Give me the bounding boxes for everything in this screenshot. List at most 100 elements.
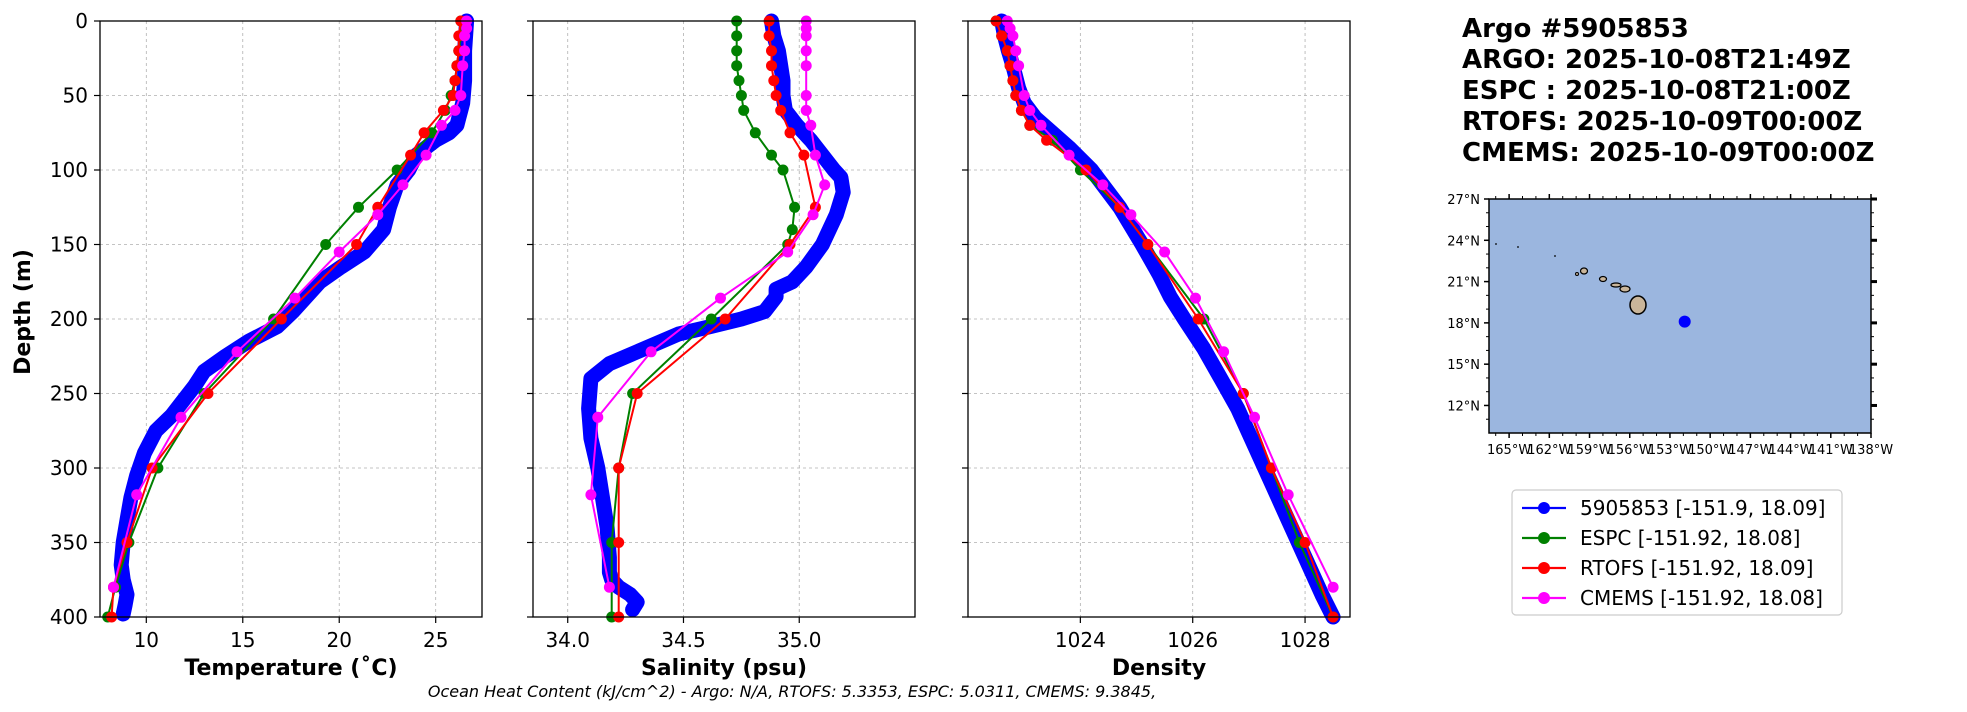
- island-necker: [1517, 246, 1519, 248]
- series-point-rtofs: [1024, 119, 1036, 131]
- x-tick-label: 25: [423, 628, 448, 652]
- series-point-cmems: [805, 119, 817, 131]
- series-point-cmems: [1063, 149, 1075, 161]
- series-point-rtofs: [613, 537, 625, 548]
- map-lon-tick-label: 138°W: [1849, 443, 1893, 458]
- series-point-cmems: [1327, 581, 1339, 593]
- map-lon-tick-label: 153°W: [1648, 443, 1692, 458]
- legend: 5905853 [-151.9, 18.09] ESPC [-151.92, 18…: [1511, 489, 1843, 616]
- map-lon-tick-label: 159°W: [1567, 443, 1611, 458]
- series-point-espc: [766, 149, 777, 161]
- series-point-rtofs: [275, 313, 287, 325]
- series-point-rtofs: [1001, 45, 1013, 57]
- map-lon-tick-label: 147°W: [1728, 443, 1772, 458]
- island-niihau: [1575, 272, 1579, 276]
- series-point-cmems: [397, 179, 409, 191]
- series-point-rtofs: [996, 30, 1008, 42]
- series-point-cmems: [436, 119, 447, 131]
- series-point-rtofs: [447, 90, 459, 101]
- series-point-cmems: [800, 45, 812, 57]
- series-point-rtofs: [449, 75, 461, 87]
- y-tick-label: 100: [50, 158, 88, 182]
- map-lat-tick-label: 21°N: [1447, 276, 1480, 291]
- series-point-rtofs: [1041, 134, 1053, 146]
- x-tick-label: 1026: [1167, 628, 1218, 652]
- series-point-cmems: [231, 346, 243, 358]
- series-point-rtofs: [719, 313, 731, 325]
- series-point-espc: [731, 45, 743, 57]
- series-point-cmems: [1097, 179, 1109, 191]
- y-tick-label: 50: [63, 84, 88, 108]
- series-point-cmems: [1218, 346, 1230, 358]
- series-point-rtofs: [631, 388, 643, 399]
- island-gardner: [1495, 243, 1497, 245]
- temperature-panel: 10 15 20 25050100150200250300350400Temperat…: [50, 9, 483, 681]
- series-point-cmems: [420, 149, 432, 161]
- legend-marker-rtofs: [1538, 562, 1550, 574]
- series-point-cmems: [1249, 411, 1260, 423]
- series-point-cmems: [289, 292, 301, 304]
- series-point-rtofs: [766, 60, 777, 72]
- series-point-rtofs: [1004, 60, 1016, 72]
- series-point-cmems: [1018, 90, 1030, 101]
- series-point-cmems: [1159, 246, 1171, 258]
- x-tick-label: 10: [134, 628, 159, 652]
- density-panel: 1024 1026 1028 Density: [962, 13, 1351, 681]
- series-line-argo: [113, 13, 475, 622]
- legend-label-cmems: CMEMS [-151.92, 18.08]: [1580, 586, 1823, 610]
- island-hawaii: [1629, 295, 1647, 315]
- series-line-rtofs: [617, 21, 817, 617]
- series-point-rtofs: [766, 45, 777, 57]
- series-point-rtofs: [770, 90, 782, 101]
- series-point-cmems: [175, 411, 187, 423]
- series-point-cmems: [715, 292, 726, 304]
- x-tick-label: 34.0: [545, 628, 590, 652]
- series-point-espc: [786, 224, 798, 236]
- series-point-espc: [353, 201, 364, 213]
- series-point-cmems: [1125, 209, 1137, 221]
- map-lat-tick-label: 18°N: [1447, 317, 1480, 332]
- series-point-rtofs: [784, 127, 796, 139]
- y-tick-label: 300: [50, 456, 88, 480]
- title-argo-time: ARGO: 2025-10-08T21:49Z: [1462, 45, 1851, 75]
- x-tick-label: 34.5: [661, 628, 706, 652]
- hawaiian-islands: [1495, 243, 1647, 315]
- legend-label-rtofs: RTOFS [-151.92, 18.09]: [1580, 556, 1813, 580]
- series-point-rtofs: [1192, 313, 1204, 325]
- series-line-argo: [994, 13, 1341, 625]
- legend-marker-espc: [1538, 532, 1550, 544]
- salinity-panel: 34.0 34.5 35.0 Salinity (psu): [527, 13, 916, 681]
- map-lon-tick-label: 165°W: [1487, 443, 1531, 458]
- series-point-cmems: [131, 489, 143, 501]
- legend-frame: [1511, 489, 1843, 616]
- map-lon-tick-label: 156°W: [1608, 443, 1652, 458]
- series-point-cmems: [1024, 104, 1036, 116]
- title-espc-time: ESPC : 2025-10-08T21:00Z: [1462, 76, 1851, 106]
- map-lon-tick-label: 141°W: [1809, 443, 1853, 458]
- legend-marker-cmems: [1538, 592, 1550, 604]
- series-point-espc: [735, 90, 747, 101]
- island-oahu: [1598, 275, 1608, 283]
- series-point-espc: [777, 164, 789, 176]
- series-point-cmems: [809, 149, 821, 161]
- series-point-cmems: [1007, 30, 1019, 42]
- map-lon-tick-label: 162°W: [1527, 443, 1571, 458]
- series-point-rtofs: [775, 104, 787, 116]
- series-point-cmems: [108, 581, 119, 593]
- series-point-rtofs: [405, 149, 417, 161]
- series-point-rtofs: [613, 462, 625, 474]
- map-lon-tick-label: 150°W: [1688, 443, 1732, 458]
- legend-label-argo: 5905853 [-151.9, 18.09]: [1580, 496, 1825, 520]
- x-tick-label: 15: [230, 628, 255, 652]
- series-point-cmems: [800, 30, 812, 42]
- series-point-cmems: [449, 104, 461, 116]
- series-point-cmems: [585, 489, 597, 501]
- map-lat-tick-label: 15°N: [1447, 358, 1480, 373]
- y-tick-label: 200: [50, 307, 88, 331]
- map-lat-tick-label: 24°N: [1447, 234, 1480, 249]
- series-point-espc: [731, 30, 743, 42]
- series-point-cmems: [372, 209, 384, 221]
- series-point-espc: [731, 60, 743, 72]
- series-point-rtofs: [768, 75, 780, 87]
